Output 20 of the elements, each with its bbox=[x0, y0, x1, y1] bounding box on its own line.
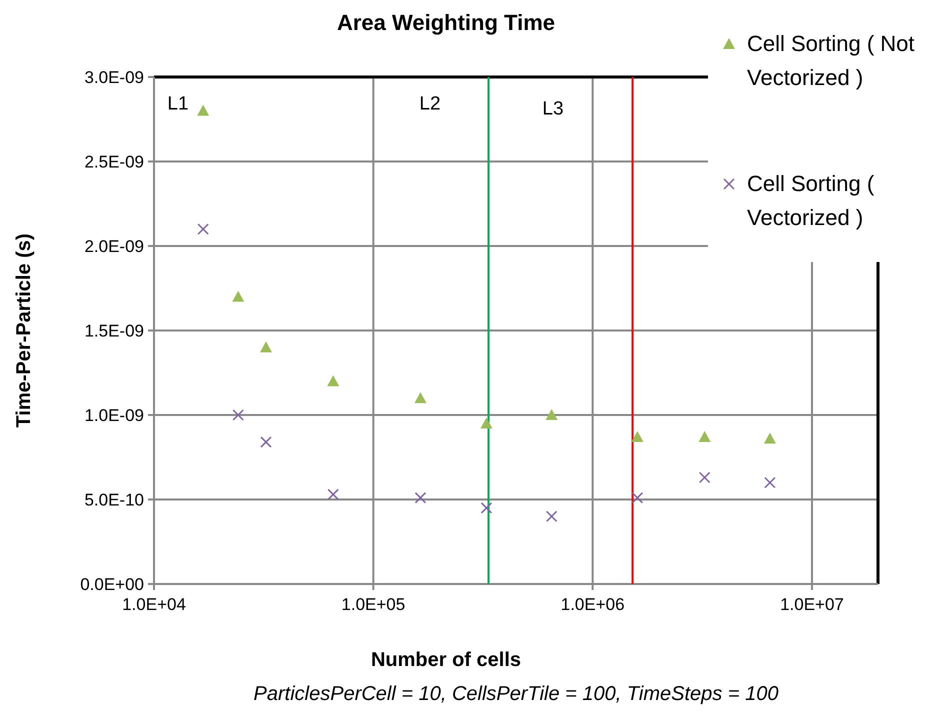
y-tick-label: 2.5E-09 bbox=[84, 152, 144, 172]
y-tick-label: 1.0E-09 bbox=[84, 406, 144, 425]
y-tick-label: 2.0E-09 bbox=[84, 237, 144, 256]
y-tick-label: 5.0E-10 bbox=[84, 490, 144, 510]
x-tick-label: 1.0E+04 bbox=[122, 595, 186, 614]
legend-label: Cell Sorting ( Vectorized ) bbox=[747, 171, 875, 230]
x-tick-label: 1.0E+05 bbox=[341, 595, 406, 614]
annotation: L3 bbox=[542, 98, 564, 120]
y-axis-title: Time-Per-Particle (s) bbox=[13, 233, 35, 428]
text: ParticlesPerCell = 10, CellsPerTile = 100, TimeSteps = 100 bbox=[254, 683, 778, 705]
legend-label: Cell Sorting ( Not Vectorized ) bbox=[747, 31, 915, 90]
x-axis-title: Number of cells bbox=[370, 649, 522, 671]
y-tick-label: 3.0E-09 bbox=[84, 68, 144, 87]
x-tick-label: 1.0E+06 bbox=[560, 595, 625, 614]
y-tick-label: 0.0E+00 bbox=[80, 575, 144, 594]
x-tick-label: 1.0E+07 bbox=[780, 595, 844, 614]
annotation: L1 bbox=[167, 94, 189, 115]
y-tick-label: 1.5E-09 bbox=[84, 322, 144, 340]
chart-title: Area Weighting Time bbox=[336, 10, 556, 35]
annotation: L2 bbox=[419, 94, 441, 115]
